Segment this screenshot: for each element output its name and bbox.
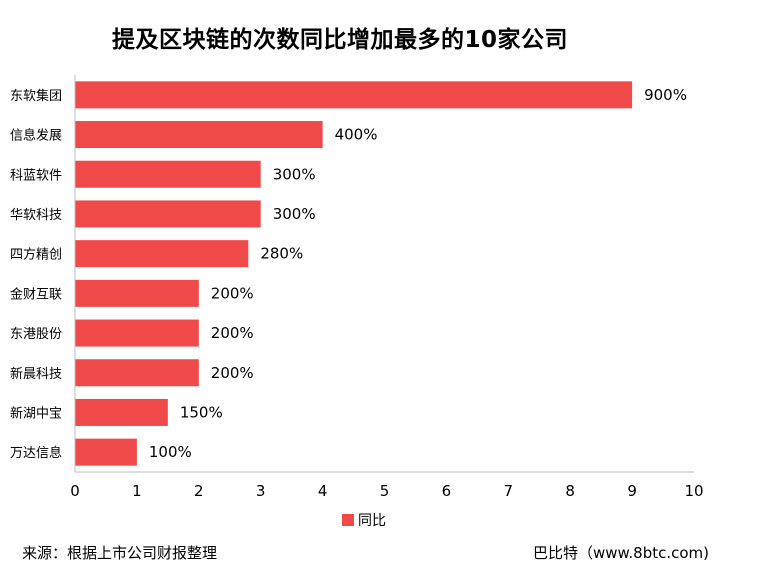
data-label: 400% [335, 126, 378, 144]
x-tick-label: 1 [132, 482, 142, 500]
category-label: 四方精创 [10, 247, 62, 263]
data-label: 280% [260, 245, 303, 263]
data-label: 200% [211, 284, 254, 302]
bar [75, 279, 199, 307]
data-label: 300% [273, 165, 316, 183]
bar [75, 81, 633, 109]
bar [75, 319, 199, 347]
chart-title: 提及区块链的次数同比增加最多的10家公司 [111, 27, 568, 53]
x-tick-label: 5 [380, 482, 390, 500]
x-tick-label: 10 [684, 482, 703, 500]
data-label: 900% [644, 86, 687, 104]
category-label: 东港股份 [10, 327, 62, 342]
category-label: 新湖中宝 [10, 405, 62, 421]
credit-note: 巴比特（www.8btc.com) [532, 544, 709, 562]
data-label: 150% [180, 403, 223, 421]
x-tick-label: 9 [627, 482, 637, 500]
x-tick-label: 7 [504, 482, 514, 500]
category-label: 新晨科技 [10, 366, 62, 382]
x-tick-label: 0 [70, 482, 80, 500]
bar [75, 121, 323, 149]
category-label: 华软科技 [10, 208, 62, 223]
bar [75, 160, 261, 188]
x-tick-label: 3 [256, 482, 266, 500]
data-label: 200% [211, 364, 254, 382]
category-label: 科蓝软件 [10, 168, 62, 183]
x-tick-label: 8 [565, 482, 575, 500]
category-label: 万达信息 [10, 445, 62, 461]
legend-swatch [342, 514, 354, 526]
x-tick-label: 6 [442, 482, 452, 500]
category-label: 信息发展 [10, 128, 62, 144]
bar [75, 438, 137, 466]
source-note: 来源：根据上市公司财报整理 [22, 544, 218, 562]
bar [75, 398, 168, 426]
bar [75, 200, 261, 228]
category-label: 东软集团 [10, 88, 62, 104]
legend-label: 同比 [358, 513, 386, 529]
data-label: 200% [211, 324, 254, 342]
data-label: 300% [273, 205, 316, 223]
category-label: 金财互联 [10, 286, 62, 302]
bar [75, 359, 199, 387]
data-label: 100% [149, 443, 192, 461]
x-tick-label: 2 [194, 482, 204, 500]
bar [75, 240, 249, 268]
x-tick-label: 4 [318, 482, 328, 500]
